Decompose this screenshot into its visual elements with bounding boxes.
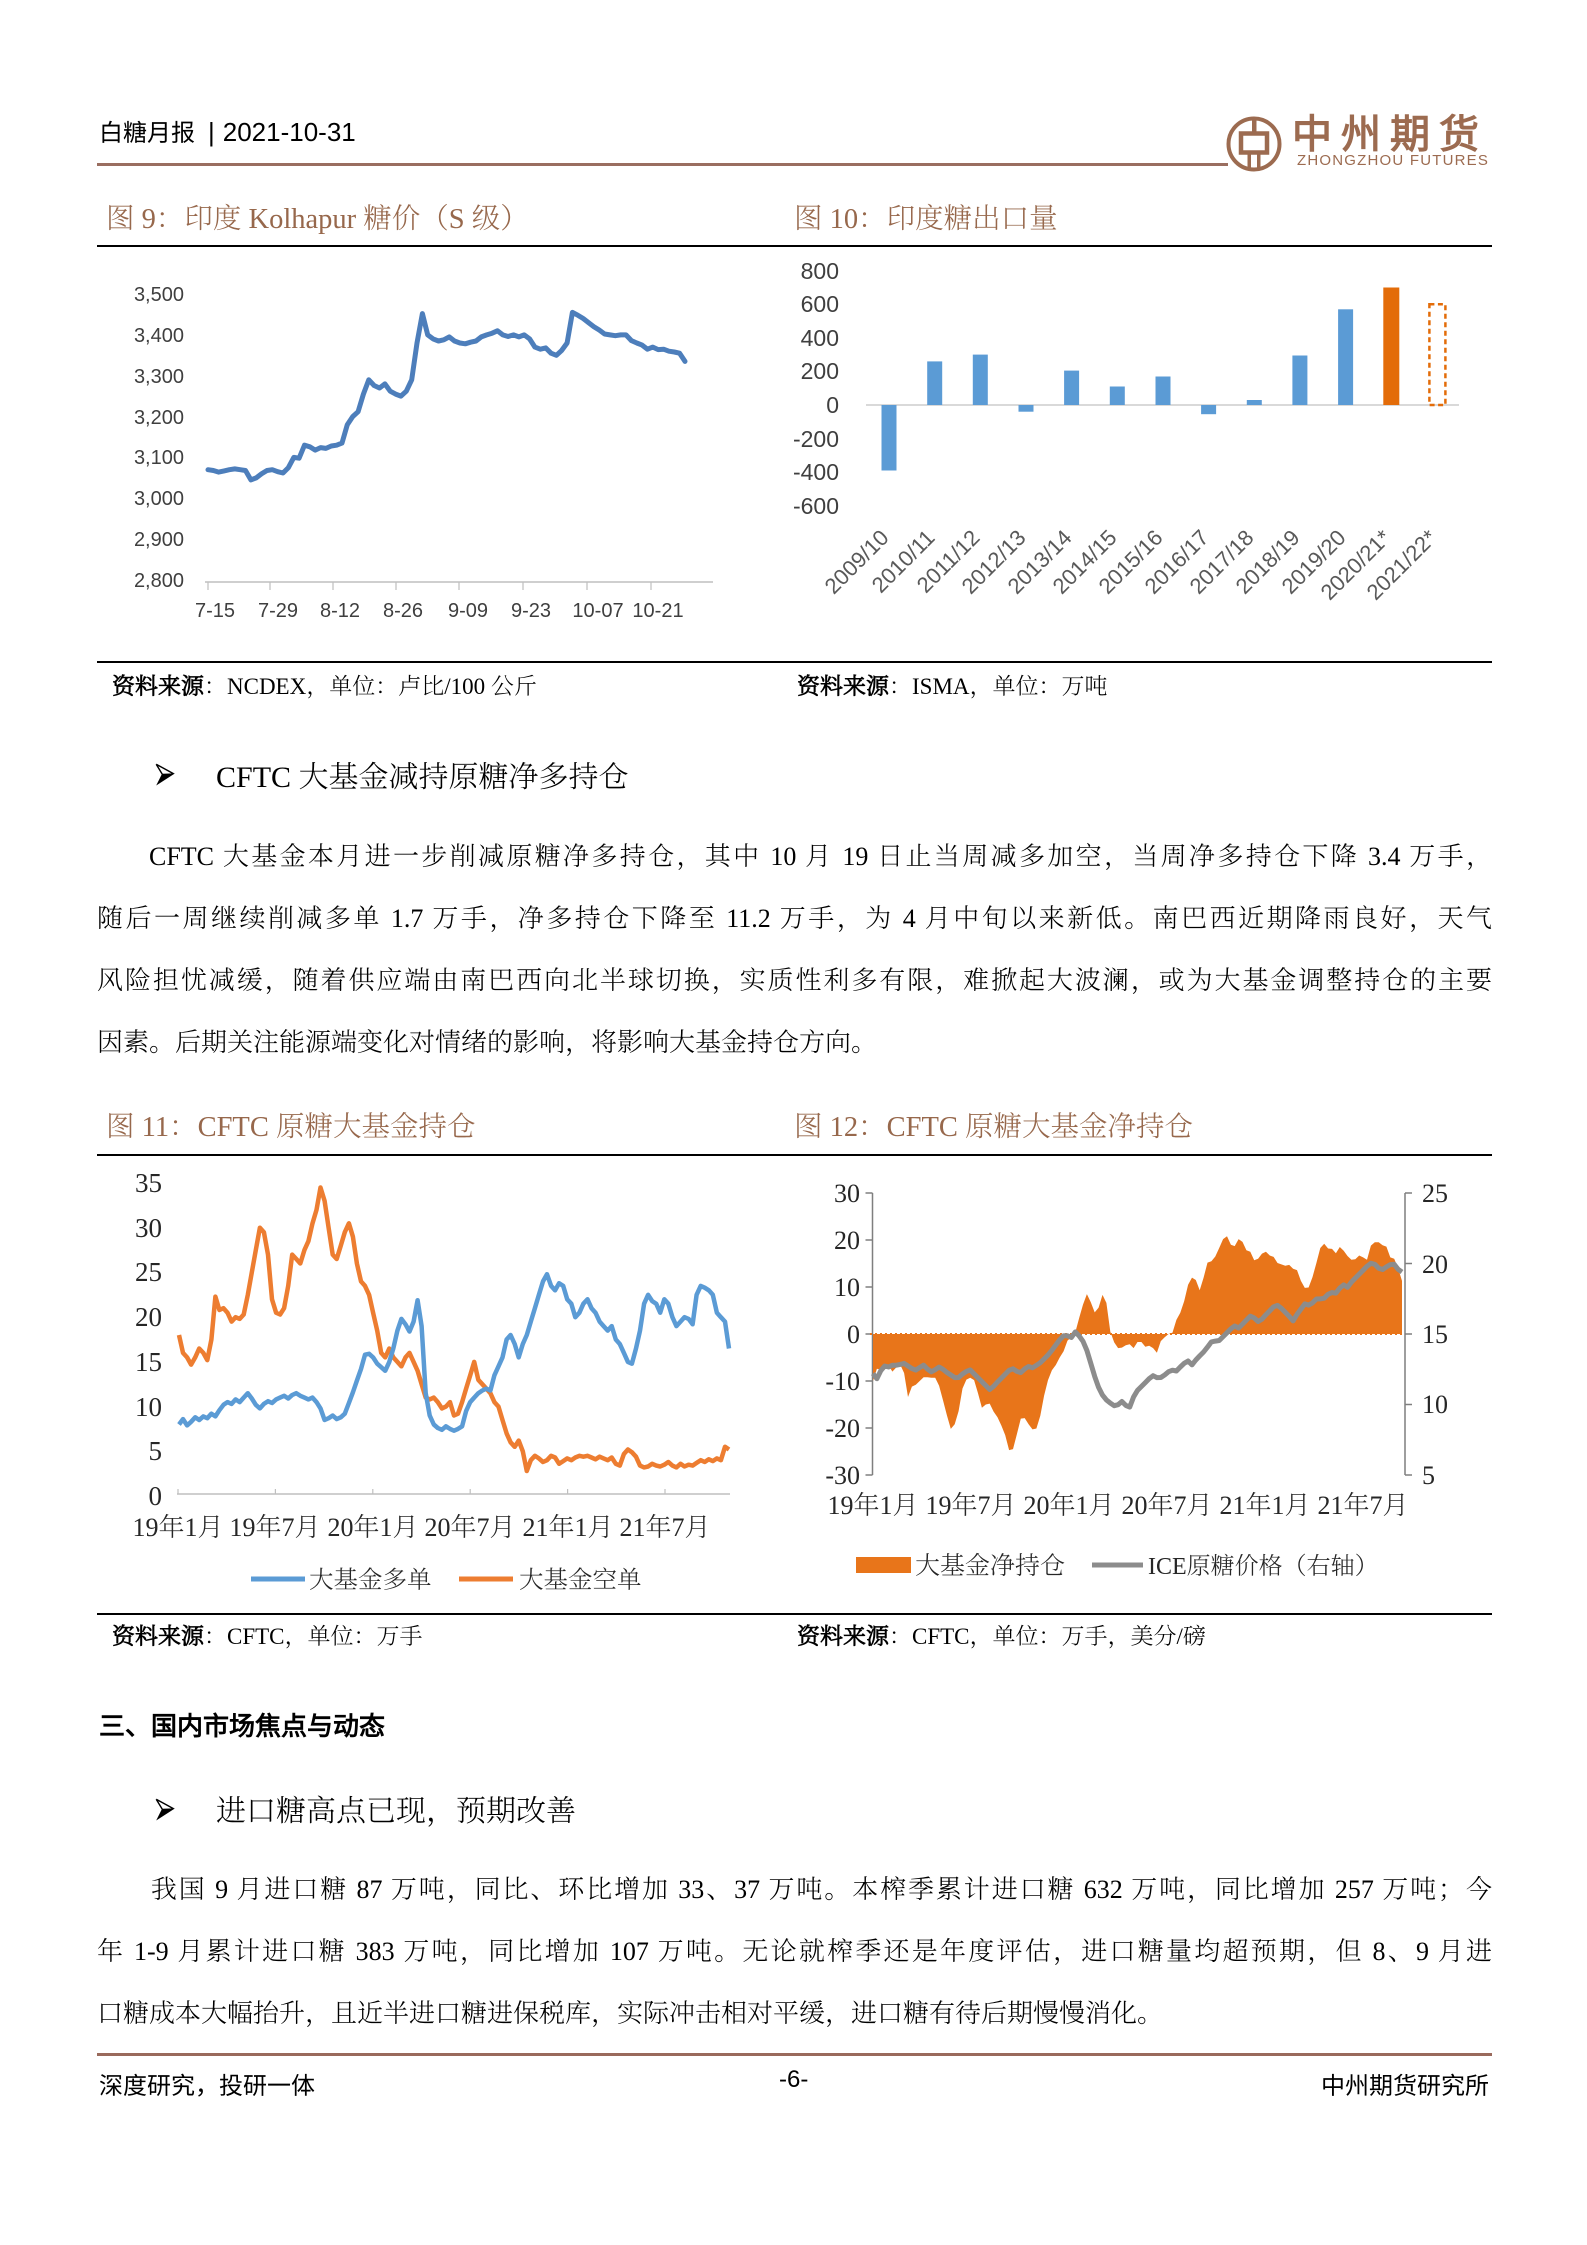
svg-text:大基金空单: 大基金空单 <box>519 1561 642 1596</box>
svg-text:-30: -30 <box>825 1461 860 1490</box>
svg-text:9-23: 9-23 <box>511 600 551 622</box>
svg-text:10: 10 <box>135 1392 162 1422</box>
svg-text:19年7月: 19年7月 <box>229 1513 320 1542</box>
svg-text:3,100: 3,100 <box>134 447 184 469</box>
svg-text:10: 10 <box>1422 1390 1448 1419</box>
svg-text:2,900: 2,900 <box>134 529 184 551</box>
svg-text:3,000: 3,000 <box>134 488 184 510</box>
svg-text:ICE原糖价格（右轴）: ICE原糖价格（右轴） <box>1148 1553 1379 1580</box>
svg-text:20: 20 <box>135 1302 162 1332</box>
svg-text:25: 25 <box>135 1257 162 1287</box>
svg-text:200: 200 <box>801 358 839 384</box>
svg-text:15: 15 <box>1422 1320 1448 1349</box>
svg-text:19年1月: 19年1月 <box>827 1491 918 1520</box>
svg-text:35: 35 <box>135 1168 162 1198</box>
svg-text:21年1月: 21年1月 <box>522 1513 613 1542</box>
svg-text:25: 25 <box>1422 1179 1448 1208</box>
svg-text:0: 0 <box>149 1481 163 1511</box>
svg-text:800: 800 <box>801 258 839 284</box>
svg-text:大基金净持仓: 大基金净持仓 <box>915 1546 1065 1582</box>
svg-text:-20: -20 <box>825 1414 860 1443</box>
svg-text:30: 30 <box>135 1213 162 1243</box>
svg-text:0: 0 <box>826 392 839 418</box>
svg-text:20年7月: 20年7月 <box>424 1513 515 1542</box>
svg-text:30: 30 <box>834 1179 860 1208</box>
svg-text:20: 20 <box>1422 1250 1448 1279</box>
svg-text:7-29: 7-29 <box>258 600 298 622</box>
svg-text:600: 600 <box>801 291 839 317</box>
svg-text:-10: -10 <box>825 1367 860 1396</box>
svg-text:20: 20 <box>834 1226 860 1255</box>
svg-text:0: 0 <box>847 1320 860 1349</box>
svg-text:15: 15 <box>135 1347 162 1377</box>
svg-text:10: 10 <box>834 1273 860 1302</box>
svg-text:3,500: 3,500 <box>134 284 184 306</box>
svg-text:-400: -400 <box>793 459 839 485</box>
svg-text:5: 5 <box>149 1436 163 1466</box>
svg-text:20年1月: 20年1月 <box>1023 1491 1114 1520</box>
svg-text:3,400: 3,400 <box>134 325 184 347</box>
svg-text:20年1月: 20年1月 <box>327 1513 418 1542</box>
svg-text:10-07: 10-07 <box>572 600 623 622</box>
svg-text:10-21: 10-21 <box>632 600 683 622</box>
svg-text:21年7月: 21年7月 <box>619 1513 710 1542</box>
svg-text:3,200: 3,200 <box>134 407 184 429</box>
svg-text:21年1月: 21年1月 <box>1219 1491 1310 1520</box>
svg-text:大基金多单: 大基金多单 <box>309 1561 432 1596</box>
svg-text:-600: -600 <box>793 493 839 519</box>
svg-text:21年7月: 21年7月 <box>1317 1491 1408 1520</box>
svg-text:8-12: 8-12 <box>320 600 360 622</box>
svg-text:9-09: 9-09 <box>448 600 488 622</box>
svg-text:19年1月: 19年1月 <box>132 1513 223 1542</box>
svg-text:8-26: 8-26 <box>383 600 423 622</box>
svg-text:20年7月: 20年7月 <box>1121 1491 1212 1520</box>
svg-text:7-15: 7-15 <box>195 600 235 622</box>
svg-text:5: 5 <box>1422 1461 1435 1490</box>
svg-text:-200: -200 <box>793 426 839 452</box>
svg-text:19年7月: 19年7月 <box>925 1491 1016 1520</box>
svg-text:400: 400 <box>801 325 839 351</box>
svg-text:2,800: 2,800 <box>134 570 184 592</box>
svg-text:3,300: 3,300 <box>134 366 184 388</box>
